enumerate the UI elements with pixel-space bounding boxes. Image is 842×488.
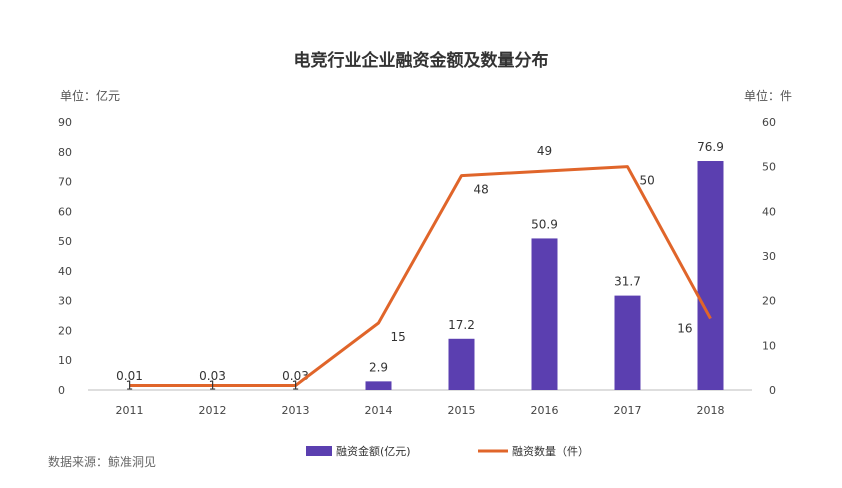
bar-value-label: 17.2 — [448, 318, 475, 332]
y-left-tick-label: 0 — [58, 384, 65, 397]
y-left-tick-label: 40 — [58, 265, 72, 278]
line-value-label: 1 — [126, 379, 134, 393]
line-value-label: 1 — [292, 379, 300, 393]
count-line — [129, 165, 712, 388]
legend-line-label: 融资数量（件） — [512, 445, 589, 458]
bar — [697, 161, 724, 390]
line-value-label: 50 — [640, 174, 655, 188]
y-right-tick-label: 60 — [762, 116, 776, 129]
right-axis-unit: 单位：件 — [744, 88, 792, 103]
line-value-label: 49 — [537, 144, 552, 158]
legend: 融资金额(亿元) 融资数量（件） — [306, 444, 589, 458]
line-value-label: 16 — [677, 322, 692, 336]
x-tick-label: 2016 — [531, 404, 559, 417]
line-value-labels: 1 1 1 15 48 49 50 16 — [126, 144, 693, 392]
x-axis-ticks: 2011 2012 2013 2014 2015 2016 2017 2018 — [116, 404, 725, 417]
bar — [365, 381, 392, 390]
y-right-tick-label: 10 — [762, 339, 776, 352]
chart-title: 电竞行业企业融资金额及数量分布 — [294, 50, 549, 71]
y-left-tick-label: 20 — [58, 324, 72, 337]
x-tick-label: 2017 — [614, 404, 642, 417]
y-right-ticks: 0 10 20 30 40 50 60 — [762, 116, 776, 397]
bar — [614, 295, 641, 390]
x-tick-label: 2012 — [199, 404, 227, 417]
bar-value-label: 76.9 — [697, 140, 724, 154]
y-left-tick-label: 90 — [58, 116, 72, 129]
y-right-tick-label: 30 — [762, 250, 776, 263]
y-left-tick-label: 80 — [58, 146, 72, 159]
legend-bar-label: 融资金额(亿元) — [336, 444, 411, 458]
y-left-tick-label: 60 — [58, 205, 72, 218]
y-left-tick-label: 70 — [58, 176, 72, 189]
y-right-tick-label: 40 — [762, 205, 776, 218]
line-value-label: 48 — [474, 183, 489, 197]
bar — [531, 238, 558, 390]
y-right-tick-label: 50 — [762, 161, 776, 174]
bar-value-label: 50.9 — [531, 217, 558, 231]
line-value-label: 15 — [391, 330, 406, 344]
y-left-tick-label: 30 — [58, 295, 72, 308]
y-right-tick-label: 0 — [769, 384, 776, 397]
bar-value-label: 0.01 — [116, 369, 143, 383]
left-axis-unit: 单位：亿元 — [60, 88, 120, 103]
bar-series — [365, 161, 724, 390]
y-left-tick-label: 10 — [58, 354, 72, 367]
y-left-ticks: 0 10 20 30 40 50 60 70 80 90 — [58, 116, 72, 397]
x-tick-label: 2014 — [365, 404, 393, 417]
source-note: 数据来源：鲸准洞见 — [48, 454, 156, 469]
bar-value-label: 0.03 — [199, 369, 226, 383]
bar — [448, 338, 475, 390]
bar-value-label: 2.9 — [369, 360, 388, 374]
y-right-tick-label: 20 — [762, 295, 776, 308]
bar-value-labels: 0.01 0.03 0.032.917.250.931.776.9 — [116, 140, 724, 383]
x-tick-label: 2013 — [282, 404, 310, 417]
bar-value-label: 31.7 — [614, 275, 641, 289]
x-tick-label: 2018 — [697, 404, 725, 417]
x-tick-label: 2011 — [116, 404, 144, 417]
line-value-label: 1 — [209, 379, 217, 393]
y-left-tick-label: 50 — [58, 235, 72, 248]
x-tick-label: 2015 — [448, 404, 476, 417]
legend-bar-swatch — [306, 446, 332, 456]
